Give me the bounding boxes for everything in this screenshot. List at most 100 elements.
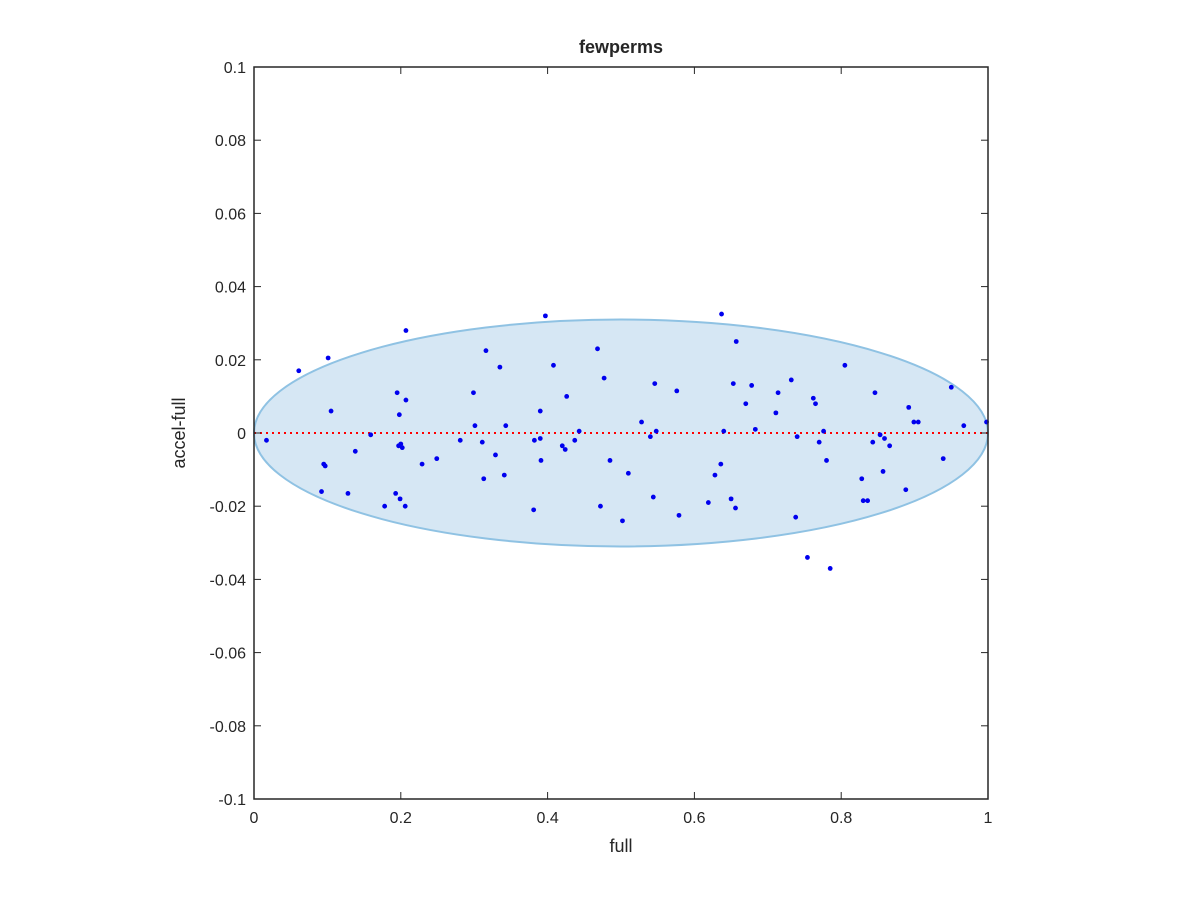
data-point [810,395,816,401]
data-point [559,443,565,449]
data-point [940,456,946,462]
data-point [296,368,302,374]
data-point [719,311,724,317]
data-point [880,469,886,474]
x-axis-label: full [609,836,632,856]
data-point [393,490,399,496]
data-point [625,470,631,476]
data-point [403,328,409,333]
data-point [773,410,779,416]
data-point [647,434,653,440]
data-point [396,412,402,418]
data-point [562,447,568,452]
data-point [595,346,600,352]
data-point [319,489,324,494]
data-point [402,503,408,509]
data-point [961,423,967,429]
data-point [457,437,463,443]
data-point [399,445,405,451]
data-point [394,390,400,396]
data-point [728,496,734,502]
data-point [481,476,487,482]
data-point [576,428,582,434]
chart-title: fewperms [579,37,663,57]
data-point [601,375,607,381]
data-point [397,496,403,502]
x-tick-label: 0.8 [830,810,852,827]
data-point [749,383,755,388]
data-point [775,390,781,396]
data-point [531,507,537,513]
data-point [842,362,848,368]
y-tick-label: 0.04 [215,280,246,297]
data-point [733,339,739,344]
data-point [805,555,810,560]
data-point [471,390,476,396]
data-point [915,419,921,425]
data-point [718,461,724,467]
data-point [752,426,758,432]
data-point [264,437,269,443]
x-tick-label: 0 [250,810,259,827]
data-point [479,439,485,445]
data-point [542,313,548,319]
data-point [676,512,682,518]
y-axis-label: accel-full [169,397,189,468]
data-point [398,441,404,447]
y-tick-label: 0.08 [215,133,246,150]
data-point [328,408,334,414]
y-tick-label: -0.04 [210,572,247,589]
data-point [493,452,498,458]
data-point [860,498,866,504]
data-point [794,434,800,440]
data-point [345,490,351,496]
data-point [788,377,794,383]
data-point [382,503,388,509]
data-point [537,436,543,441]
y-tick-label: 0 [237,426,246,443]
y-tick-label: -0.1 [218,792,246,809]
data-point [538,458,544,463]
data-point [653,428,659,434]
data-point [352,448,358,454]
x-tick-label: 1 [984,810,993,827]
data-point [821,428,826,434]
data-point [572,437,578,443]
data-point [948,384,954,390]
data-point [483,348,489,354]
data-point [551,362,556,368]
data-point [497,364,503,370]
data-point [650,494,656,500]
data-point [322,463,328,469]
data-point [712,472,718,478]
data-point [824,458,829,463]
data-point [906,404,912,410]
data-point [882,436,887,441]
data-point [472,423,478,429]
data-point [813,401,818,407]
y-tick-label: 0.1 [224,60,246,77]
data-point [607,458,613,463]
data-point [705,500,711,505]
data-point [674,388,680,394]
data-point [903,487,909,493]
data-point [730,381,736,386]
x-tick-label: 0.6 [683,810,705,827]
data-point [639,419,644,425]
data-point [403,397,409,403]
data-point [652,381,658,386]
data-point [501,472,507,478]
data-point [859,476,865,482]
data-point [564,394,570,399]
data-point [620,518,625,524]
data-point [434,456,440,462]
data-point [503,423,509,429]
data-point [793,514,799,520]
data-point [872,390,878,396]
data-point [887,443,893,449]
y-tick-label: 0.06 [215,206,246,223]
data-point [531,437,537,443]
data-point [325,355,331,361]
data-point [743,401,749,407]
